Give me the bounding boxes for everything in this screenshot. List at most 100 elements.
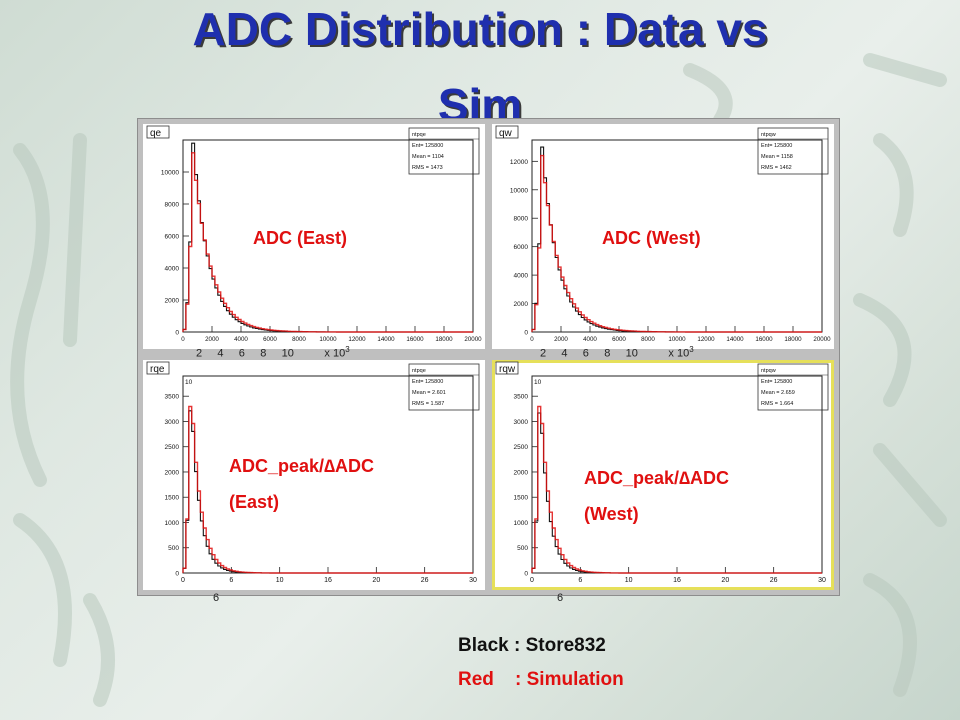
x-tick-label: 20	[721, 577, 729, 584]
pad-name-frame	[146, 361, 170, 375]
stats-box: ntpqw Ent= 125800 Mean = 1158 RMS = 1462	[757, 127, 829, 175]
pad-ratio-west: rqw ntpqw Ent= 125800 Mean = 2.659 RMS = 1.6…	[492, 360, 834, 590]
stats-box: ntpqe Ent= 125800 Mean = 2.601 RMS = 1.587	[408, 363, 480, 411]
x-tick-label: 30	[469, 577, 477, 584]
stats-line: ntpqw	[761, 368, 776, 374]
x-tick-label: 14000	[726, 336, 744, 343]
pad-name-frame	[146, 125, 170, 139]
annotation-ratio-east-1: ADC_peak/∆ADC	[229, 456, 375, 476]
legend-red: Red : Simulation	[458, 669, 624, 690]
y-tick-label: 3000	[514, 419, 529, 426]
x-tick-label: 10000	[319, 336, 337, 343]
y-tick-label: 0	[524, 330, 528, 337]
stats-line: Mean = 1158	[761, 154, 793, 160]
y-tick-label: 1000	[514, 520, 529, 527]
y-tick-label: 0	[175, 330, 179, 337]
x-tick-label: 6000	[612, 336, 626, 343]
under-label-top-left: 2 4 6 8 10 x 103	[196, 345, 350, 360]
stats-frame	[757, 127, 829, 175]
x-tick-label: 0	[530, 336, 534, 343]
x-tick-label: 16000	[406, 336, 424, 343]
stats-line: Mean = 1104	[412, 154, 444, 160]
y-tick-label: 2500	[165, 444, 180, 451]
x-tick-label: 0	[181, 336, 185, 343]
stats-line: ntpqe	[412, 368, 426, 374]
stats-line: ntpqw	[761, 132, 776, 138]
x-tick-label: 18000	[784, 336, 802, 343]
pad-adc-west: qw ntpqw Ent= 125800 Mean = 1158 RMS = 1462 0…	[492, 124, 834, 349]
pad-name-box: qw	[495, 125, 519, 139]
y-tick-label: 1500	[514, 495, 529, 502]
stats-frame	[408, 363, 480, 411]
pad-adc-east: qe ntpqe Ent= 125800 Mean = 1104 RMS = 1473 0…	[143, 124, 485, 349]
y-tick-label: 4000	[165, 266, 180, 273]
x-tick-label: 14000	[377, 336, 395, 343]
y-tick-label: 2000	[514, 301, 529, 308]
stats-box: ntpqe Ent= 125800 Mean = 1104 RMS = 1473	[408, 127, 480, 175]
histogram-ratio-west: rqw ntpqw Ent= 125800 Mean = 2.659 RMS = 1.6…	[495, 361, 829, 584]
y-tick-label: 2000	[165, 298, 180, 305]
y-tick-label: 3000	[165, 419, 180, 426]
annotation-ratio-east-2: (East)	[229, 492, 280, 512]
x-tick-label: 6	[578, 577, 582, 584]
y-exponent-label: 10	[185, 379, 193, 386]
histogram-series-black	[182, 410, 473, 574]
stats-line: RMS = 1.587	[412, 401, 444, 407]
x-tick-label: 6	[229, 577, 233, 584]
x-tick-label: 16	[673, 577, 681, 584]
annotation-adc-east: ADC (East)	[253, 228, 348, 248]
histogram-ratio-east: rqe ntpqe Ent= 125800 Mean = 2.601 RMS = 1.5…	[146, 361, 480, 584]
x-tick-label: 10000	[668, 336, 686, 343]
y-tick-label: 0	[175, 571, 179, 578]
x-tick-label: 20000	[464, 336, 482, 343]
pad-name-label: qe	[150, 128, 162, 139]
stats-frame	[408, 127, 480, 175]
y-tick-label: 1500	[165, 495, 180, 502]
histogram-series-black	[531, 412, 822, 574]
y-tick-label: 8000	[514, 216, 529, 223]
x-tick-label: 10	[276, 577, 284, 584]
stats-line: Mean = 2.601	[412, 390, 446, 396]
under-label-bottom-right: 6	[557, 592, 564, 604]
x-tick-label: 12000	[697, 336, 715, 343]
x-tick-label: 26	[421, 577, 429, 584]
stats-line: Ent= 125800	[761, 143, 792, 149]
pad-name-label: qw	[499, 128, 513, 139]
y-tick-label: 6000	[514, 244, 529, 251]
annotation-ratio-west-1: ADC_peak/∆ADC	[584, 468, 730, 488]
legend-black: Black : Store832	[458, 635, 606, 656]
x-tick-label: 6000	[263, 336, 277, 343]
x-tick-label: 20	[372, 577, 380, 584]
pad-ratio-east: rqe ntpqe Ent= 125800 Mean = 2.601 RMS = 1.5…	[143, 360, 485, 590]
y-tick-label: 3500	[165, 394, 180, 401]
y-tick-label: 10000	[161, 170, 179, 177]
pad-name-box: qe	[146, 125, 170, 139]
pad-name-label: rqe	[150, 364, 165, 375]
y-tick-label: 1000	[165, 520, 180, 527]
y-tick-label: 2000	[165, 469, 180, 476]
stats-line: Ent= 125800	[412, 379, 443, 385]
pad-name-label: rqw	[499, 364, 516, 375]
stats-line: Mean = 2.659	[761, 390, 795, 396]
x-tick-label: 0	[530, 577, 534, 584]
title-line-1: ADC Distribution : Data vs	[192, 3, 768, 55]
pad-name-frame	[495, 361, 519, 375]
x-tick-label: 16000	[755, 336, 773, 343]
y-exponent-label: 10	[534, 379, 542, 386]
histogram-series-red	[531, 405, 822, 574]
stats-box: ntpqw Ent= 125800 Mean = 2.659 RMS = 1.664	[757, 363, 829, 411]
under-label-top-right: 2 4 6 8 10 x 103	[540, 345, 694, 360]
histogram-series-red	[182, 405, 473, 574]
histogram-adc-west: qw ntpqw Ent= 125800 Mean = 1158 RMS = 1462 0…	[495, 125, 831, 343]
histogram-canvas: qe ntpqe Ent= 125800 Mean = 1104 RMS = 1473 0…	[137, 118, 840, 596]
stats-frame	[757, 363, 829, 411]
stats-line: ntpqe	[412, 132, 426, 138]
y-tick-label: 500	[168, 545, 179, 552]
y-tick-label: 10000	[510, 187, 528, 194]
stats-line: RMS = 1462	[761, 165, 792, 171]
y-tick-label: 2500	[514, 444, 529, 451]
pad-name-box: rqe	[146, 361, 170, 375]
x-tick-label: 16	[324, 577, 332, 584]
x-tick-label: 12000	[348, 336, 366, 343]
under-label-bottom-left: 6	[213, 592, 220, 604]
